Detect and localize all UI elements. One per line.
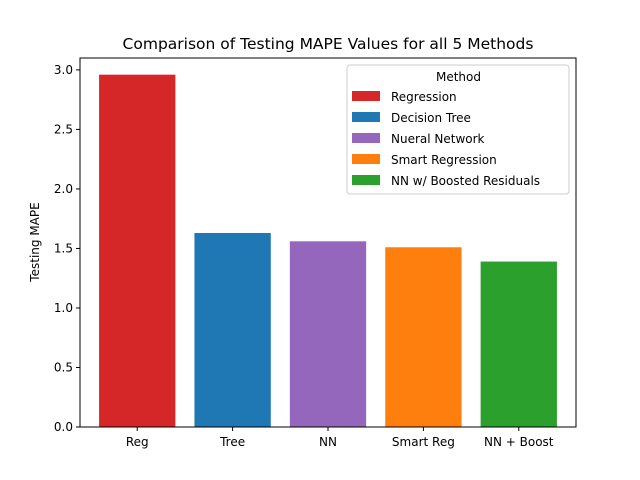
legend-swatch: [352, 91, 380, 101]
x-tick-label: Tree: [219, 435, 245, 449]
legend-title: Method: [436, 70, 481, 84]
legend-swatch: [352, 154, 380, 164]
legend-label: Regression: [391, 90, 457, 104]
y-tick-label: 2.5: [54, 122, 73, 136]
x-tick-label: Smart Reg: [392, 435, 455, 449]
legend-label: Nueral Network: [391, 132, 485, 146]
y-tick-label: 1.0: [54, 301, 73, 315]
bars-group: [99, 74, 557, 427]
legend-label: Decision Tree: [391, 111, 471, 125]
legend: Method Regression Decision Tree Nueral Netw…: [346, 64, 570, 195]
legend-swatch: [352, 112, 380, 122]
y-tick-label: 1.5: [54, 241, 73, 255]
bar-nn-boost: [480, 261, 557, 427]
y-tick-label: 0.5: [54, 360, 73, 374]
bar-tree: [194, 232, 271, 427]
y-axis-label: Testing MAPE: [28, 202, 42, 282]
legend-swatch: [352, 133, 380, 143]
legend-box: [346, 64, 570, 195]
bar-reg: [99, 74, 176, 427]
legend-label: Smart Regression: [391, 153, 497, 167]
x-tick-label: Reg: [126, 435, 149, 449]
bar-smart-reg: [385, 247, 462, 427]
y-tick-label: 3.0: [54, 63, 73, 77]
x-tick-label: NN + Boost: [484, 435, 554, 449]
x-ticks-group: Reg Tree NN Smart Reg NN + Boost: [126, 427, 554, 449]
chart-title: Comparison of Testing MAPE Values for al…: [123, 35, 534, 53]
axes-frame: [79, 57, 577, 428]
legend-swatch: [352, 175, 380, 185]
bar-nn: [289, 241, 367, 427]
legend-label: NN w/ Boosted Residuals: [391, 174, 540, 188]
x-tick-label: NN: [319, 435, 337, 449]
y-tick-label: 0.0: [54, 420, 73, 434]
y-ticks-group: 0.0 0.5 1.0 1.5 2.0 2.5 3.0: [54, 63, 80, 434]
plot-frame: [79, 57, 577, 428]
y-tick-label: 2.0: [54, 182, 73, 196]
